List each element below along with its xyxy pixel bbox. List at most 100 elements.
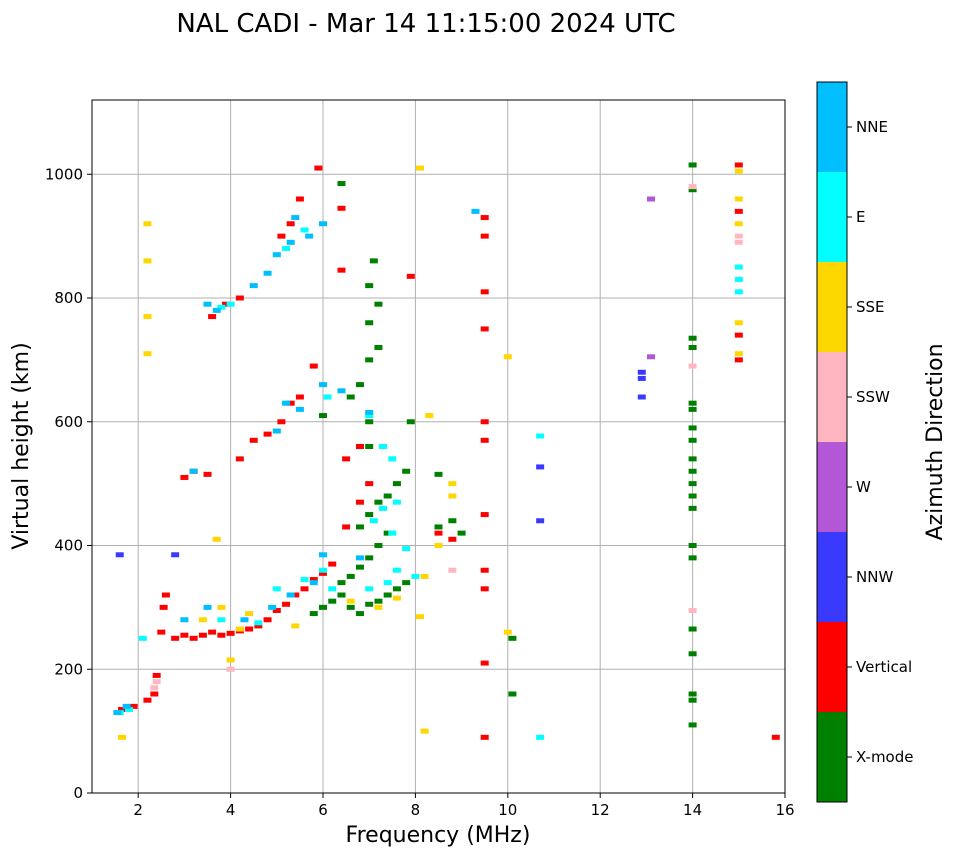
x-tick-label: 4 bbox=[226, 801, 236, 819]
echo-point bbox=[406, 273, 415, 279]
echo-point bbox=[688, 626, 697, 632]
echo-point bbox=[277, 233, 286, 239]
y-tick-label: 200 bbox=[54, 660, 83, 678]
x-tick-label: 16 bbox=[775, 801, 794, 819]
echo-point bbox=[150, 691, 159, 697]
azimuth-colorbar: X-mode Vertical NNW W SSW SSE E NNE bbox=[816, 81, 913, 803]
echo-point bbox=[637, 369, 646, 375]
echo-point bbox=[434, 543, 443, 548]
data-marks bbox=[113, 162, 780, 740]
x-axis-label: Frequency (MHz) bbox=[346, 823, 531, 848]
echo-point bbox=[240, 617, 249, 623]
echo-point bbox=[314, 165, 323, 171]
echo-point bbox=[734, 233, 743, 239]
colorbar-segment bbox=[817, 622, 847, 712]
echo-point bbox=[688, 651, 697, 657]
echo-point bbox=[457, 530, 466, 536]
echo-point bbox=[198, 632, 207, 638]
echo-point bbox=[346, 573, 355, 579]
echo-point bbox=[203, 604, 212, 610]
colorbar-segment bbox=[817, 262, 847, 352]
echo-point bbox=[416, 614, 425, 620]
echo-point bbox=[448, 481, 457, 487]
colorbar-segment bbox=[817, 82, 847, 172]
x-tick-label: 10 bbox=[498, 801, 517, 819]
colorbar-segment bbox=[817, 712, 847, 802]
echo-point bbox=[319, 221, 327, 227]
echo-point bbox=[245, 626, 254, 632]
y-tick-label: 600 bbox=[54, 413, 83, 431]
echo-point bbox=[374, 598, 383, 604]
echo-point bbox=[282, 246, 291, 251]
echo-point bbox=[388, 530, 397, 536]
echo-point bbox=[342, 456, 351, 462]
echo-point bbox=[254, 623, 263, 629]
echo-point bbox=[355, 444, 364, 449]
colorbar-segment bbox=[817, 532, 847, 622]
echo-point bbox=[138, 635, 147, 641]
echo-point bbox=[734, 196, 743, 202]
echo-point bbox=[480, 512, 489, 518]
echo-point bbox=[536, 464, 545, 470]
echo-point bbox=[272, 586, 281, 592]
echo-point bbox=[688, 722, 697, 728]
echo-point bbox=[688, 456, 697, 462]
echo-point bbox=[402, 468, 411, 474]
echo-point bbox=[637, 375, 646, 381]
echo-point bbox=[337, 181, 346, 187]
echo-point bbox=[143, 258, 152, 264]
echo-point bbox=[277, 419, 286, 425]
echo-point bbox=[122, 703, 131, 709]
echo-point bbox=[425, 413, 434, 419]
echo-point bbox=[434, 530, 443, 536]
echo-point bbox=[480, 289, 489, 295]
echo-point bbox=[365, 555, 374, 561]
echo-point bbox=[198, 617, 207, 623]
echo-point bbox=[536, 734, 545, 740]
colorbar-tick-label: X-mode bbox=[856, 748, 913, 766]
echo-point bbox=[416, 165, 425, 171]
echo-point bbox=[647, 196, 656, 202]
echo-point bbox=[319, 413, 327, 419]
echo-point bbox=[365, 409, 374, 415]
echo-point bbox=[734, 208, 743, 214]
echo-point bbox=[734, 221, 743, 227]
echo-point bbox=[254, 620, 263, 626]
echo-point bbox=[392, 567, 401, 573]
echo-point bbox=[402, 546, 411, 552]
echo-point bbox=[212, 536, 221, 542]
echo-point bbox=[337, 267, 346, 273]
y-tick-label: 400 bbox=[54, 537, 83, 555]
echo-point bbox=[203, 301, 212, 307]
echo-point bbox=[480, 567, 489, 573]
echo-point bbox=[235, 456, 244, 462]
echo-point bbox=[152, 679, 161, 685]
y-axis-label: Virtual height (km) bbox=[9, 342, 34, 549]
y-tick-label: 800 bbox=[54, 289, 83, 307]
series-x-mode bbox=[309, 162, 697, 728]
echo-point bbox=[503, 629, 512, 635]
echo-point bbox=[309, 363, 318, 369]
echo-point bbox=[420, 573, 429, 579]
echo-point bbox=[226, 301, 235, 307]
echo-point bbox=[355, 611, 364, 617]
echo-point bbox=[688, 406, 697, 412]
echo-point bbox=[365, 586, 374, 592]
echo-point bbox=[734, 351, 743, 357]
echo-point bbox=[221, 301, 230, 307]
echo-point bbox=[118, 734, 127, 740]
echo-point bbox=[536, 433, 545, 439]
echo-point bbox=[118, 706, 127, 712]
echo-point bbox=[286, 239, 295, 245]
echo-point bbox=[309, 580, 318, 586]
echo-point bbox=[383, 530, 392, 536]
plot-background bbox=[92, 100, 785, 793]
echo-point bbox=[203, 471, 212, 477]
echo-point bbox=[392, 499, 401, 505]
echo-point bbox=[286, 592, 295, 598]
echo-point bbox=[688, 481, 697, 487]
echo-point bbox=[374, 499, 383, 505]
series-nnw bbox=[115, 369, 646, 558]
colorbar-tick-label: E bbox=[856, 208, 865, 226]
echo-point bbox=[434, 471, 443, 477]
